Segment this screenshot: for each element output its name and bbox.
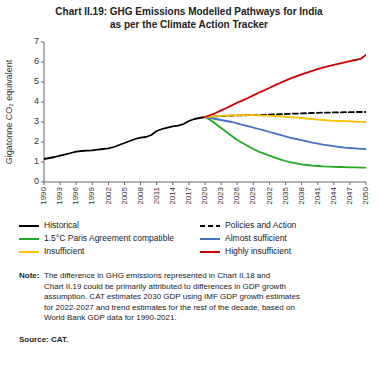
series-line [205, 115, 366, 122]
x-tick-label: 1990 [39, 186, 48, 204]
x-tick-label: 2023 [216, 186, 225, 204]
note-label: Note: [19, 271, 39, 280]
legend-label: Historical [44, 220, 79, 230]
legend-swatch [19, 225, 39, 227]
x-tick-label: 2008 [136, 186, 145, 204]
y-tick-label: 6 [34, 56, 39, 66]
legend-swatch [200, 251, 220, 253]
y-tick-label: 5 [34, 76, 39, 86]
y-tick-label: 7 [34, 36, 39, 46]
y-tick-label: 4 [34, 96, 39, 106]
x-tick-label: 2029 [248, 186, 257, 204]
note-text: The difference in GHG emissions represen… [44, 271, 300, 322]
legend-swatch [200, 238, 220, 240]
x-tick-label: 2002 [104, 186, 113, 204]
legend-label: Insufficient [44, 246, 85, 256]
x-tick-label: 2038 [297, 186, 306, 204]
title: Chart II.19: GHG Emissions Modelled Path… [55, 6, 323, 30]
series-line [205, 117, 366, 168]
legend-label: Policies and Action [225, 220, 297, 230]
x-tick-label: 2047 [345, 186, 354, 204]
x-tick-label: 1993 [55, 186, 64, 204]
y-tick-label: 1 [34, 156, 39, 166]
x-tick-label: 2014 [168, 186, 177, 204]
x-tick-label: 2050 [361, 186, 370, 204]
x-tick-label: 1996 [71, 186, 80, 204]
y-axis-line [44, 42, 45, 182]
legend-label: 1.5°C Paris Agreement compatible [44, 233, 174, 243]
legend-label: Almost sufficient [225, 233, 287, 243]
x-tick-label: 2032 [265, 186, 274, 204]
y-tick-label: 0 [34, 176, 39, 186]
legend-swatch [200, 225, 220, 227]
legend-label: Highly insufficient [225, 246, 292, 256]
x-tick-label: 2011 [152, 186, 161, 204]
x-tick-label: 2026 [232, 186, 241, 204]
x-tick-label: 2017 [184, 186, 193, 204]
chart: Chart II.19: GHG Emissions Modelled Path… [0, 0, 378, 380]
y-axis-label: Gigatonne CO₂ equivalent [4, 59, 14, 164]
x-tick-label: 2035 [281, 186, 290, 204]
x-tick-label: 2041 [313, 186, 322, 204]
x-tick-label: 2005 [120, 186, 129, 204]
x-tick-label: 2020 [200, 186, 209, 204]
legend-swatch [19, 238, 39, 240]
x-axis-line [44, 182, 366, 183]
legend-swatch [19, 251, 39, 253]
x-tick-label: 2044 [329, 186, 338, 204]
y-tick-label: 3 [34, 116, 39, 126]
x-tick-label: 1999 [87, 186, 96, 204]
series-line [205, 55, 366, 117]
source: Source: CAT. [19, 335, 68, 344]
plot-area [44, 55, 366, 168]
y-tick-label: 2 [34, 136, 39, 146]
series-line [44, 117, 205, 159]
